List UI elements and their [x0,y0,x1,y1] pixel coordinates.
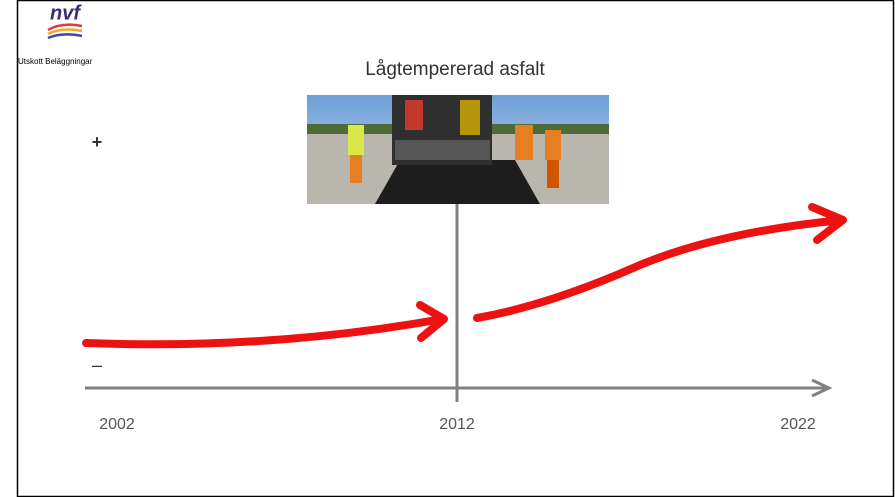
year-label: 2012 [439,416,475,433]
scale-top: + [92,132,103,152]
slide: nvf Utskott Beläggningar Lågtempererad a… [0,0,895,497]
scale-bottom: – [92,355,102,375]
logo-text: nvf [50,2,82,24]
year-label: 2002 [99,416,135,433]
year-label: 2022 [780,416,816,433]
paving-photo [307,95,609,204]
slide-title: Lågtempererad asfalt [365,59,545,80]
committee-name: Utskott Beläggningar [18,57,93,66]
